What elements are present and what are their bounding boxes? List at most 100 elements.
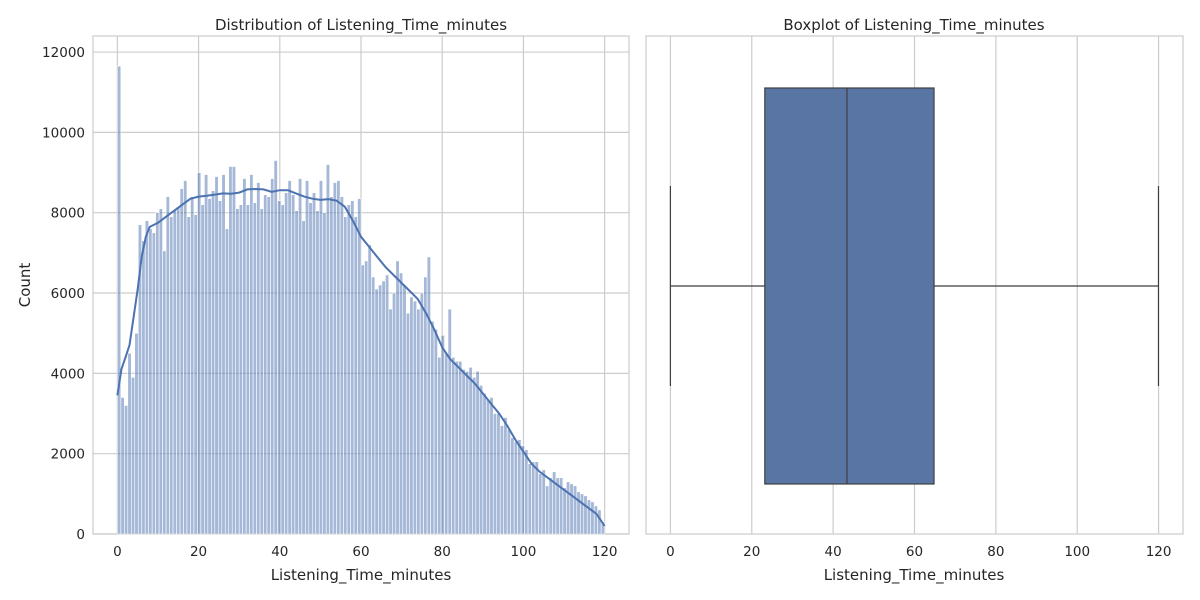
histogram-bar	[381, 280, 386, 535]
histogram-bar	[252, 202, 257, 535]
boxplot-x-tick-labels: 0 20 40 60 80 100 120	[666, 544, 1171, 560]
histogram-bar	[566, 481, 571, 535]
histogram-bar	[517, 439, 522, 535]
x-tick-label: 120	[1146, 544, 1172, 560]
histogram-bar	[520, 445, 525, 535]
histogram-x-tick-labels: 0 20 40 60 80 100 120	[113, 544, 617, 560]
kde-curve	[116, 187, 606, 527]
histogram-bar	[228, 166, 233, 535]
histogram-bar	[395, 260, 400, 535]
histogram-bar	[447, 308, 452, 535]
histogram-bar	[499, 425, 505, 535]
histogram-bar	[479, 385, 484, 535]
histogram-bar	[249, 174, 254, 535]
histogram-bar	[579, 493, 585, 535]
histogram-bar	[277, 200, 282, 535]
histogram-bar	[259, 208, 264, 535]
histogram-bar	[148, 228, 153, 535]
boxplot-x-axis-label: Listening_Time_minutes	[824, 566, 1005, 585]
histogram-panel: 0 20 40 60 80 100 120 0 2000 4000 6000 8000 10000 12…	[16, 16, 630, 585]
histogram-bar	[534, 461, 539, 535]
histogram-bar	[548, 477, 553, 535]
histogram-bar	[165, 196, 170, 535]
histogram-y-axis-label: Count	[16, 263, 34, 308]
histogram-bar	[374, 288, 379, 535]
histogram-bar	[242, 178, 247, 535]
histogram-bar	[311, 192, 317, 535]
histogram-bar	[224, 228, 230, 535]
histogram-bar	[169, 216, 174, 535]
histogram-bar	[200, 204, 205, 535]
x-tick-label: 0	[666, 544, 675, 560]
histogram-bar	[322, 212, 327, 535]
histogram-bar	[207, 198, 212, 535]
histogram-bar	[211, 190, 216, 535]
histogram-bar	[416, 308, 421, 535]
histogram-bar	[590, 501, 595, 535]
histogram-bar	[562, 487, 567, 535]
histogram-bar	[378, 284, 383, 535]
histogram-bar	[444, 352, 449, 535]
histogram-bar	[245, 204, 250, 535]
histogram-bar	[398, 272, 404, 535]
histogram-bar	[336, 180, 341, 535]
x-tick-label: 60	[352, 544, 369, 560]
histogram-bar	[364, 260, 369, 535]
histogram-bar	[346, 204, 351, 535]
histogram-bar	[405, 312, 411, 535]
histogram-bar	[124, 405, 129, 535]
histogram-bar	[371, 276, 376, 535]
histogram-bar	[538, 473, 543, 535]
histogram-bar	[273, 160, 278, 535]
histogram-bar	[576, 491, 581, 535]
histogram-bar	[287, 180, 292, 535]
histogram-bar	[524, 449, 529, 535]
histogram-bars	[117, 65, 605, 535]
x-tick-label: 120	[592, 544, 618, 560]
histogram-bar	[465, 371, 470, 535]
histogram-bar	[357, 198, 362, 535]
histogram-bar	[541, 469, 546, 535]
histogram-bar	[291, 194, 296, 535]
histogram-bar	[127, 352, 132, 535]
histogram-bar	[238, 204, 243, 535]
histogram-bar	[527, 463, 532, 535]
histogram-bar	[350, 200, 355, 535]
y-tick-label: 10000	[42, 125, 85, 141]
histogram-bar	[193, 214, 198, 535]
histogram-bar	[569, 483, 574, 535]
histogram-bar	[305, 180, 310, 535]
histogram-bar	[513, 441, 518, 535]
histogram-bar	[308, 202, 313, 535]
x-tick-label: 80	[434, 544, 451, 560]
histogram-bar	[419, 292, 424, 535]
histogram-bar	[318, 180, 324, 535]
histogram-bar	[451, 356, 456, 535]
x-tick-label: 80	[987, 544, 1004, 560]
histogram-bar	[492, 413, 498, 535]
histogram-bar	[266, 196, 271, 535]
histogram-bar	[461, 369, 466, 535]
histogram-bar	[190, 196, 195, 535]
histogram-bar	[367, 244, 372, 535]
histogram-bar	[496, 413, 501, 535]
histogram-bar	[485, 399, 491, 535]
x-tick-label: 40	[271, 544, 288, 560]
histogram-bar	[301, 220, 306, 535]
histogram-bar	[284, 192, 289, 535]
histogram-bar	[583, 495, 588, 535]
histogram-bar	[325, 164, 330, 535]
histogram-bar	[204, 174, 209, 535]
histogram-bar	[506, 429, 511, 535]
histogram-bar	[298, 178, 303, 535]
interquartile-box	[764, 87, 935, 485]
histogram-bar	[385, 274, 390, 535]
histogram-bar	[353, 216, 358, 535]
histogram-bar	[392, 292, 397, 535]
histogram-bar	[409, 296, 414, 535]
histogram-bar	[130, 377, 136, 535]
histogram-bar	[221, 174, 226, 535]
histogram-bar	[503, 417, 508, 535]
histogram-bar	[472, 377, 477, 535]
